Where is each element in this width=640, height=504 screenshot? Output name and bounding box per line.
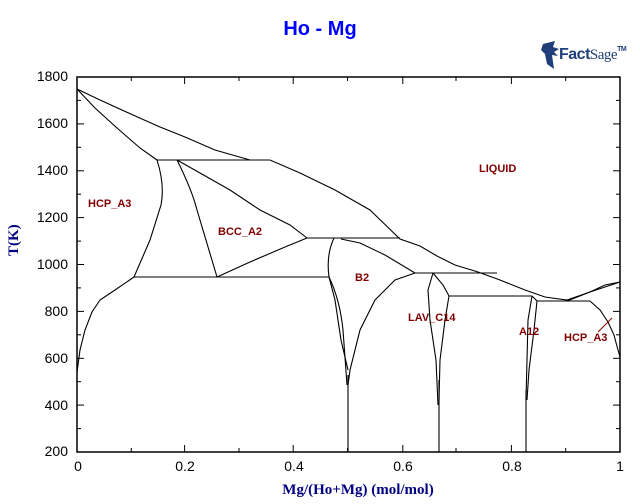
y-tick-label: 800 <box>44 303 68 319</box>
phase-boundaries <box>76 88 621 452</box>
logo-text-fact: Fact <box>559 46 590 63</box>
a12-boundary-left <box>525 295 533 401</box>
chart-title: Ho - Mg <box>283 18 357 40</box>
x-tick-label: 0.8 <box>502 458 522 474</box>
bcc-boundary-lower <box>216 237 308 278</box>
phase-label-liquid: LIQUID <box>479 163 517 175</box>
hcp-boundary-left <box>133 159 163 278</box>
lav-boundary-left <box>427 272 439 406</box>
b2-boundary-right <box>340 238 417 386</box>
y-tick-label: 400 <box>44 397 68 413</box>
y-tick-label: 1200 <box>36 209 68 225</box>
x-axis-ticks <box>130 77 567 452</box>
a12-boundary-right <box>526 295 538 401</box>
hcp-solidus-left <box>76 88 158 161</box>
y-tick-label: 600 <box>44 350 68 366</box>
liquidus-line <box>76 88 621 301</box>
x-tick-label: 1 <box>616 458 624 474</box>
x-axis-title: Mg/(Ho+Mg) (mol/mol) <box>282 482 434 498</box>
x-tick-label: 0 <box>74 458 82 474</box>
y-tick-label: 200 <box>44 443 68 459</box>
logo-trademark: TM <box>617 46 627 53</box>
y-axis-ticks <box>77 99 620 430</box>
x-tick-label: 0.6 <box>393 458 413 474</box>
phase-label-hcp-right: HCP_A3 <box>564 332 608 344</box>
bcc-boundary-left <box>176 159 218 278</box>
lav-boundary-right <box>432 272 450 401</box>
hcp-solvus-left <box>76 276 135 373</box>
factsage-logo-icon <box>541 41 559 69</box>
phase-label-lav-c14: LAV_C14 <box>408 312 456 324</box>
x-tick-label: 0.4 <box>284 458 304 474</box>
hcp-solvus-right <box>589 300 621 358</box>
y-tick-label: 1800 <box>36 68 68 84</box>
factsage-logo: FactSageTM <box>539 40 635 74</box>
x-tick-label: 0.2 <box>175 458 195 474</box>
logo-text-sage: Sage <box>589 47 618 63</box>
b2-boundary-left <box>327 237 348 386</box>
y-axis-title: T(K) <box>6 224 22 256</box>
phase-label-b2: B2 <box>355 272 370 284</box>
phase-label-a12: A12 <box>519 326 540 338</box>
b2-left-lower <box>328 276 349 371</box>
phase-label-hcp-left: HCP_A3 <box>88 198 132 210</box>
label-pointer-line <box>597 317 613 333</box>
bcc-liquidus <box>176 159 308 239</box>
y-tick-label: 1600 <box>36 115 68 131</box>
y-tick-label: 1400 <box>36 162 68 178</box>
hcp-liquidus-right <box>566 281 621 302</box>
phase-label-bcc: BCC_A2 <box>218 226 263 238</box>
y-tick-label: 1000 <box>36 256 68 272</box>
